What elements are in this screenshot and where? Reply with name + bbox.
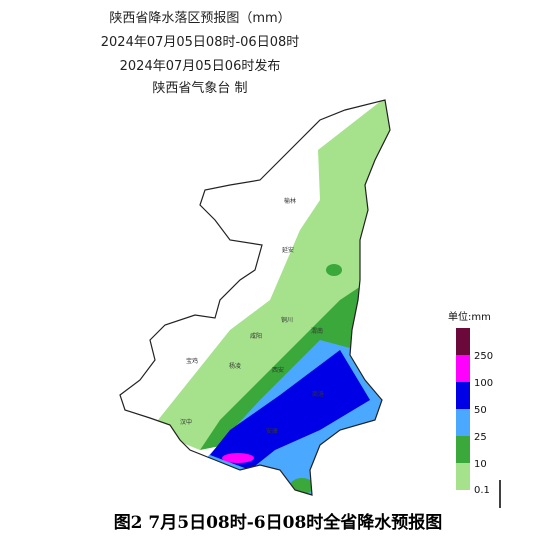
period: 2024年07月05日08时-06日08时 xyxy=(101,35,300,50)
legend: 单位:mm 250 100 50 25 10 0.1 xyxy=(448,310,501,508)
city: 西安 xyxy=(272,366,284,374)
city: 宝鸡 xyxy=(186,357,198,365)
issued: 2024年07月05日06时发布 xyxy=(120,58,281,74)
legend-label: 50 xyxy=(474,405,487,416)
legend-label: 0.1 xyxy=(474,485,490,496)
city: 铜川 xyxy=(281,316,293,324)
caption: 图2 7月5日08时-6日08时全省降水预报图 xyxy=(114,512,443,533)
city: 杨凌 xyxy=(229,362,241,370)
title: 陕西省降水落区预报图（mm） xyxy=(109,11,290,26)
legend-label: 250 xyxy=(474,351,493,362)
city: 榆林 xyxy=(284,197,296,205)
city-labels: 榆林 延安 铜川 渭南 咸阳 宝鸡 杨凌 西安 商洛 汉中 安康 xyxy=(180,197,324,435)
legend-label: 100 xyxy=(474,378,493,389)
city: 延安 xyxy=(282,246,294,254)
rain-zones xyxy=(120,100,390,495)
city: 商洛 xyxy=(312,390,324,398)
legend-label: 10 xyxy=(474,459,487,470)
city: 咸阳 xyxy=(250,332,262,340)
legend-label: 25 xyxy=(474,432,487,443)
city: 汉中 xyxy=(180,418,192,426)
city: 安康 xyxy=(266,427,278,435)
city: 渭南 xyxy=(311,327,323,335)
issuer: 陕西省气象台 制 xyxy=(152,80,247,96)
legend-unit: 单位:mm xyxy=(448,310,491,323)
